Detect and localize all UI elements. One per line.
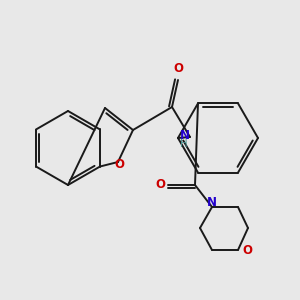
Text: O: O xyxy=(173,62,183,76)
Text: N: N xyxy=(207,196,217,209)
Text: N: N xyxy=(180,129,190,142)
Text: O: O xyxy=(242,244,252,256)
Text: O: O xyxy=(115,158,124,172)
Text: O: O xyxy=(155,178,166,191)
Text: H: H xyxy=(180,139,187,148)
